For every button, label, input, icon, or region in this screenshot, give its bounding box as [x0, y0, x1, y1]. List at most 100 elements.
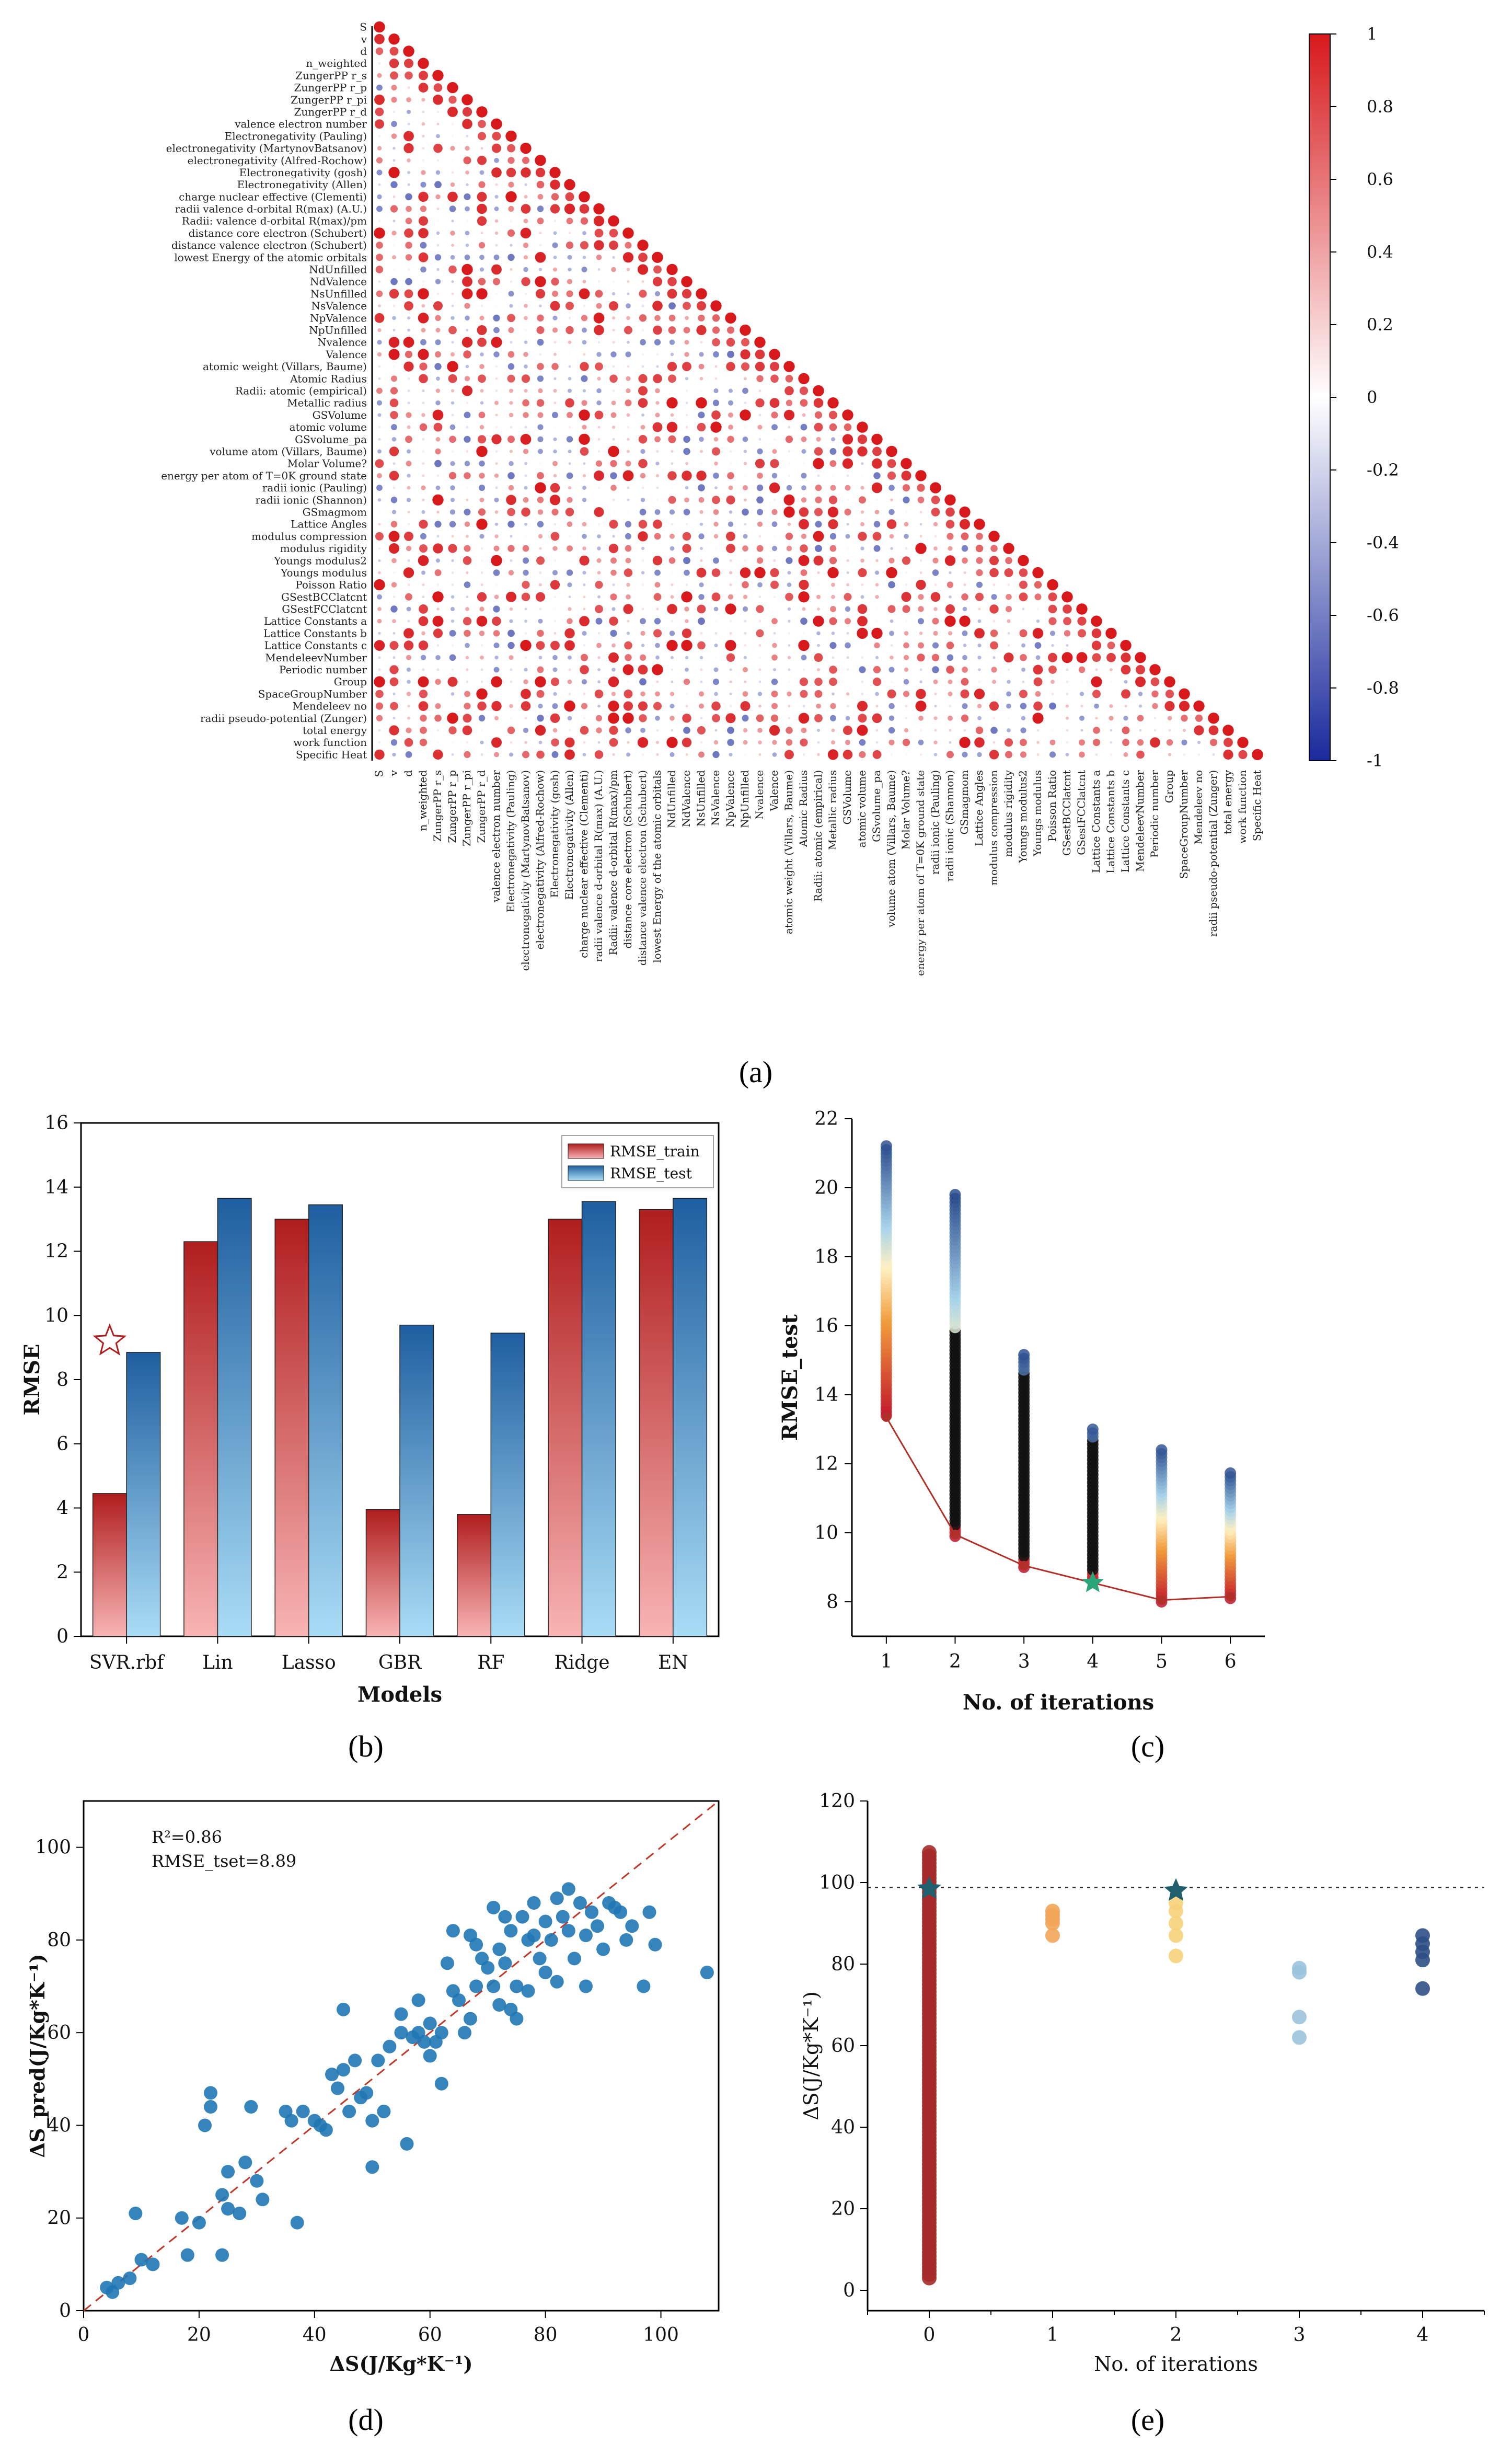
- heatmap-cell: [407, 158, 411, 163]
- heatmap-cell: [524, 183, 527, 186]
- heatmap-cell: [1065, 716, 1069, 720]
- heatmap-cell: [406, 655, 411, 660]
- heatmap-cell: [597, 571, 601, 575]
- heatmap-cell: [699, 691, 704, 697]
- heatmap-cell: [510, 268, 513, 271]
- heatmap-cell: [712, 326, 720, 334]
- heatmap-cell: [656, 729, 659, 732]
- heatmap-cell: [758, 389, 761, 392]
- heatmap-cell: [1061, 652, 1073, 663]
- heatmap-cell: [435, 315, 441, 322]
- heatmap-cell: [507, 229, 515, 237]
- heatmap-cell: [888, 739, 895, 745]
- heatmap-cell: [916, 689, 926, 699]
- heatmap-row-label: total energy: [303, 724, 367, 737]
- heatmap-cell: [581, 653, 588, 661]
- heatmap-col-label: distance valence electron (Schubert): [636, 770, 649, 966]
- heatmap-cell: [478, 181, 486, 188]
- heatmap-cell: [844, 423, 852, 431]
- heatmap-cell: [696, 288, 707, 300]
- heatmap-cell: [744, 426, 747, 429]
- heatmap-row-label: Radii: valence d-orbital R(max)/pm: [182, 215, 367, 227]
- heatmap-cell: [771, 473, 778, 479]
- heatmap-cell: [1150, 677, 1160, 686]
- heatmap-row-label: d: [360, 45, 367, 58]
- heatmap-cell: [433, 143, 443, 153]
- heatmap-cell: [579, 409, 590, 421]
- bar-rmse-train: [457, 1514, 492, 1637]
- heatmap-cell: [1006, 703, 1011, 709]
- heatmap-row-label: energy per atom of T=0K ground state: [161, 469, 367, 482]
- heatmap-cell: [611, 643, 616, 648]
- heatmap-cell: [1110, 741, 1113, 744]
- heatmap-cell: [551, 363, 559, 370]
- heatmap-cell: [1007, 680, 1011, 684]
- heatmap-row-label: GSVolume: [313, 409, 367, 421]
- heatmap-cell: [858, 714, 867, 723]
- heatmap-cell: [407, 523, 410, 526]
- heatmap-cell: [641, 353, 644, 356]
- heatmap-cell: [566, 569, 573, 576]
- heatmap-cell: [712, 496, 720, 504]
- heatmap-cell: [758, 740, 762, 744]
- heatmap-col-label: radii ionic (Pauling): [929, 770, 941, 875]
- heatmap-cell: [524, 304, 528, 308]
- heatmap-cell: [447, 676, 458, 687]
- identity-line: [83, 1800, 719, 2312]
- heatmap-cell: [435, 388, 441, 393]
- heatmap-cell: [403, 361, 414, 372]
- heatmap-cell: [1135, 652, 1146, 663]
- heatmap-cell: [962, 630, 968, 636]
- scatter-point: [180, 2248, 194, 2262]
- heatmap-cell: [685, 377, 689, 381]
- scatter-point: [423, 2016, 437, 2030]
- heatmap-cell: [480, 644, 483, 647]
- heatmap-cell: [656, 607, 659, 611]
- heatmap-cell: [523, 569, 529, 576]
- heatmap-cell: [861, 474, 864, 477]
- heatmap-cell: [597, 341, 601, 344]
- heatmap-cell: [798, 555, 810, 566]
- heatmap-cell: [859, 496, 866, 504]
- heatmap-cell: [1120, 639, 1132, 651]
- heatmap-row-label: modulus compression: [251, 530, 367, 543]
- heatmap-col-label: d: [402, 770, 414, 777]
- heatmap-cell: [391, 558, 397, 564]
- heatmap-cell: [507, 157, 515, 164]
- heatmap-cell: [959, 737, 971, 748]
- heatmap-cell: [374, 676, 385, 687]
- heatmap-cell: [466, 486, 469, 489]
- heatmap-cell: [857, 616, 868, 627]
- best-rmse-point: [881, 1412, 891, 1422]
- heatmap-cell: [579, 555, 590, 566]
- heatmap-cell: [874, 642, 880, 649]
- heatmap-cell: [537, 412, 544, 418]
- heatmap-cell: [610, 472, 617, 479]
- x-tick-label: 100: [643, 2324, 679, 2346]
- heatmap-cell: [582, 340, 587, 345]
- heatmap-cell: [451, 583, 454, 587]
- heatmap-cell: [524, 364, 528, 369]
- scatter-point: [1415, 1928, 1430, 1943]
- heatmap-cell: [480, 304, 483, 307]
- heatmap-cell: [376, 169, 383, 176]
- heatmap-cell: [583, 462, 586, 465]
- heatmap-cell: [641, 607, 644, 611]
- scatter-point: [700, 1966, 714, 1979]
- heatmap-cell: [697, 641, 706, 650]
- heatmap-cell: [507, 508, 515, 517]
- heatmap-cell: [407, 474, 411, 478]
- heatmap-cell: [451, 668, 454, 671]
- heatmap-cell: [564, 737, 575, 748]
- heatmap-cell: [638, 701, 648, 711]
- scatter-point: [550, 1975, 564, 1989]
- heatmap-cell: [506, 591, 516, 602]
- heatmap-cell: [568, 535, 571, 538]
- heatmap-cell: [464, 629, 471, 637]
- heatmap-cell: [1110, 753, 1113, 756]
- heatmap-cell: [729, 619, 732, 623]
- heatmap-cell: [420, 181, 426, 188]
- heatmap-cell: [771, 411, 778, 419]
- heatmap-cell: [1223, 749, 1233, 760]
- heatmap-cell: [403, 143, 414, 154]
